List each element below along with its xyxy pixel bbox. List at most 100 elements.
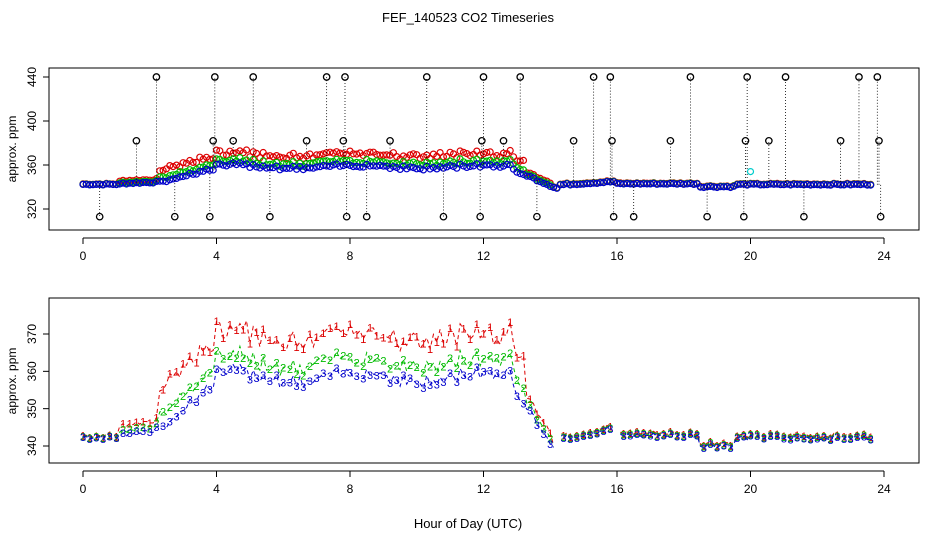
blue-circle [867,181,875,189]
spike-point [629,212,638,221]
series-1-marker: 1 [547,428,553,440]
series-1-marker: 1 [701,441,707,453]
blue-circle [116,180,124,188]
series-2-marker: 2 [187,382,193,394]
red-circle [419,153,427,161]
series-2-marker: 2 [240,353,246,365]
bottom-x-tick-label: 24 [877,482,891,496]
blue-circle [142,178,150,187]
series-3-marker: 3 [594,429,600,441]
red-circle [266,152,274,160]
series-3-marker: 3 [147,427,153,439]
series-3-marker: 3 [541,429,547,441]
spike-point [703,212,711,221]
red-circle [483,148,491,157]
series-3-marker: 3 [627,430,633,442]
series-3-marker: 3 [561,433,567,445]
blue-circle [216,160,224,168]
series-1-marker: 1 [380,333,386,345]
red-circle [486,148,494,156]
series-3-marker: 3 [354,371,360,383]
series-1-marker: 1 [487,322,493,334]
series-1-marker: 1 [320,328,326,340]
red-circle [409,150,417,158]
series-3-marker: 3 [380,370,386,382]
series-1-marker: 1 [808,432,814,444]
series-1-marker: 1 [394,338,400,350]
blue-circle [696,183,705,191]
series-2-marker: 2 [300,371,306,383]
spike-point [210,73,219,81]
series-1-marker: 1 [300,344,306,356]
series-2-marker: 2 [661,429,667,441]
blue-circle [620,180,628,188]
spike-point [229,136,238,145]
series-3-marker: 3 [848,434,854,446]
blue-circle [569,180,578,188]
series-2-marker: 2 [547,434,553,446]
bottom-x-tick-label: 8 [347,482,354,496]
bottom-y-tick-label: 350 [25,398,39,418]
spike-point [439,212,448,221]
blue-circle [92,180,100,188]
series-1-marker: 1 [400,336,406,348]
series-3-marker: 3 [781,433,787,445]
blue-circle [336,162,344,170]
spike-point [341,73,349,81]
blue-circle [313,163,321,171]
blue-circle [523,172,531,180]
blue-circle [650,179,658,187]
red-circle [263,152,271,160]
spike-point [152,73,161,81]
series-1-marker: 1 [734,431,740,443]
series-2-marker: 2 [641,429,647,441]
series-2-marker: 2 [454,363,460,375]
blue-circle [459,162,468,170]
blue-circle [403,165,411,173]
spike-point [205,212,214,221]
series-2-marker: 2 [287,364,293,376]
series-2-marker: 2 [160,407,166,419]
blue-circle [733,181,741,189]
blue-circle [783,180,791,188]
series-3-marker: 3 [794,433,800,445]
series-3-marker: 3 [440,377,446,389]
series-3-marker: 3 [320,368,326,380]
series-1-marker: 1 [267,335,273,347]
series-3-marker: 3 [180,406,186,418]
series-1-marker: 1 [828,433,834,445]
series-3-marker: 3 [93,432,99,444]
blue-circle [760,181,768,189]
series-3-marker: 3 [500,370,506,382]
top-x-tick-label: 24 [877,249,891,263]
blue-circle [89,181,97,189]
series-1-marker: 1 [634,427,640,439]
series-1-marker: 1 [387,333,393,345]
series-1-marker: 1 [220,333,226,345]
blue-circle [603,178,611,186]
blue-circle [519,170,528,179]
blue-circle [283,164,291,172]
series-1-marker: 1 [821,431,827,443]
series-2-marker: 2 [500,352,506,364]
blue-circle [810,181,818,189]
series-1-marker: 1 [741,429,747,441]
series-2-marker: 2 [460,355,466,367]
bottom-x-tick-label: 20 [744,482,758,496]
blue-circle [319,161,327,170]
green-circle [323,157,331,165]
blue-circle [683,180,691,188]
series-1-marker: 1 [454,341,460,353]
series-2-marker: 2 [173,398,179,410]
series-3-marker: 3 [507,366,513,378]
series-3-marker: 3 [854,432,860,444]
series-1-marker: 1 [467,334,473,346]
blue-circle [263,164,271,172]
series-3-marker: 3 [227,364,233,376]
spike-point [362,212,371,221]
blue-circle [730,182,738,190]
series-3-marker: 3 [367,370,373,382]
series-3-marker: 3 [334,363,340,375]
series-3-marker: 3 [113,433,119,445]
blue-circle [202,165,211,173]
